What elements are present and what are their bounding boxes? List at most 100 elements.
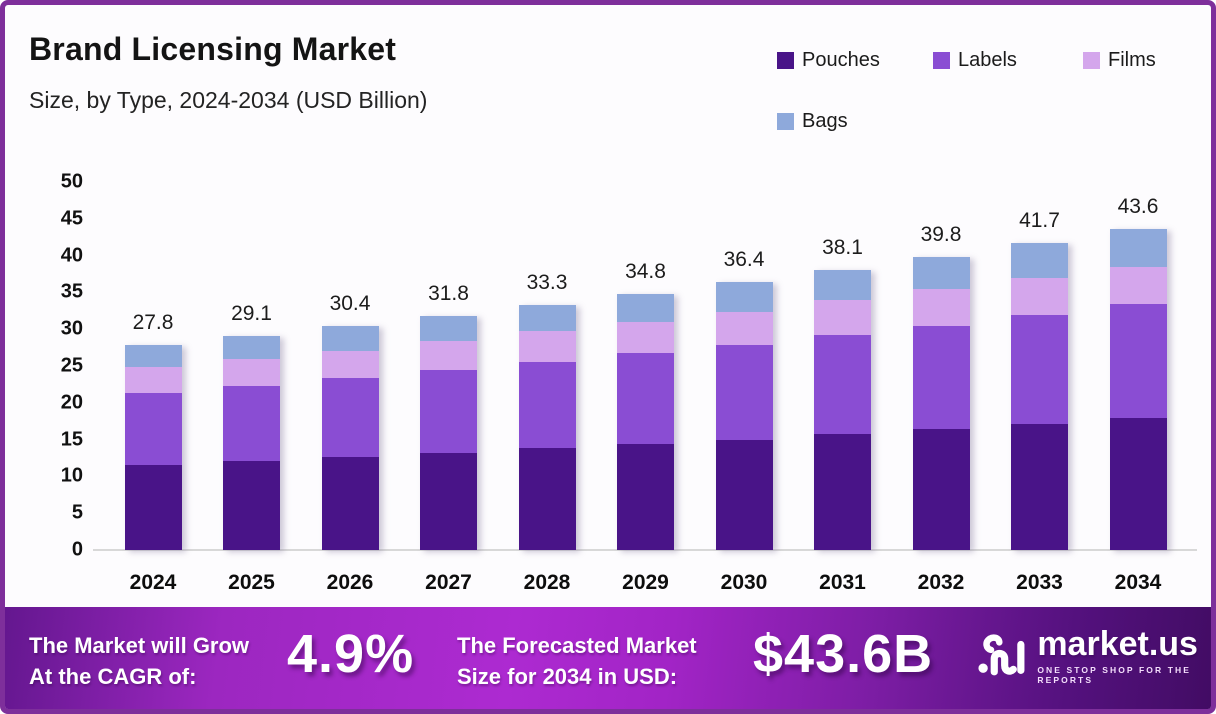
- x-axis-label-2033: 2033: [1016, 571, 1063, 594]
- bar-segment-bags-2028: [518, 304, 576, 332]
- legend-swatch-icon: [777, 113, 794, 130]
- brand-logo: market.us ONE STOP SHOP FOR THE REPORTS: [977, 627, 1211, 685]
- bar-segment-labels-2031: [814, 335, 871, 435]
- bar-segment-bags-2033: [1011, 243, 1068, 279]
- x-axis-label-2032: 2032: [917, 571, 965, 594]
- bar-2032: [912, 257, 970, 550]
- bar-2030: [715, 282, 773, 550]
- bar-segment-bags-2030: [715, 282, 773, 312]
- bar-2033: [1011, 243, 1068, 550]
- bar-2027: [420, 315, 477, 550]
- bar-segment-bags-2026: [321, 326, 379, 351]
- bar-segment-pouches-2025: [223, 460, 280, 550]
- x-axis-label-2024: 2024: [129, 571, 177, 594]
- bar-segment-bags-2032: [912, 257, 970, 290]
- bar-segment-pouches-2033: [1011, 424, 1068, 550]
- bar-segment-films-2034: [1109, 266, 1167, 305]
- bar-total-label-2027: 31.8: [428, 281, 469, 305]
- brand-tagline: ONE STOP SHOP FOR THE REPORTS: [1037, 665, 1192, 685]
- legend-swatch-icon: [1083, 52, 1100, 69]
- bar-segment-films-2032: [912, 289, 970, 326]
- bar-total-label-2030: 36.4: [723, 248, 765, 272]
- forecast-value: $43.6B: [753, 624, 934, 684]
- bar-2028: [518, 304, 576, 550]
- bar-2031: [814, 269, 871, 550]
- legend-swatch-icon: [777, 52, 794, 69]
- page-subtitle: Size, by Type, 2024-2034 (USD Billion): [29, 87, 428, 113]
- bar-segment-pouches-2026: [321, 457, 379, 550]
- chart-legend: Pouches Labels Films Bags: [777, 49, 1197, 133]
- bar-segment-pouches-2027: [420, 452, 477, 550]
- legend-label: Pouches: [802, 49, 880, 71]
- x-axis-label-2028: 2028: [523, 571, 571, 594]
- bar-segment-bags-2031: [814, 269, 871, 301]
- y-axis-tick-label: 50: [60, 170, 83, 193]
- bar-segment-bags-2034: [1109, 229, 1167, 267]
- bar-segment-films-2033: [1011, 278, 1068, 316]
- cagr-label-line1: The Market will Grow: [29, 633, 250, 658]
- bar-segment-films-2024: [124, 366, 182, 394]
- bar-total-label-2032: 39.8: [920, 223, 962, 247]
- bar-segment-bags-2029: [617, 293, 674, 322]
- bar-segment-labels-2025: [223, 385, 280, 461]
- x-axis-label-2025: 2025: [228, 571, 275, 594]
- bar-segment-bags-2027: [420, 315, 477, 341]
- bar-2024: [124, 345, 182, 550]
- bar-total-label-2026: 30.4: [329, 292, 371, 316]
- bar-segment-labels-2024: [124, 393, 182, 465]
- bar-total-label-2033: 41.7: [1019, 209, 1060, 233]
- legend-item-bags: Bags: [777, 110, 933, 133]
- bar-segment-labels-2033: [1011, 315, 1068, 425]
- bar-2026: [321, 326, 379, 550]
- bar-segment-films-2027: [420, 340, 477, 371]
- forecast-label-line1: The Forecasted Market: [457, 633, 697, 658]
- bar-total-label-2025: 29.1: [231, 301, 272, 325]
- bar-segment-bags-2024: [124, 345, 182, 367]
- cagr-label: The Market will Grow At the CAGR of:: [29, 631, 249, 693]
- bar-segment-films-2028: [518, 331, 576, 363]
- bar-2034: [1109, 229, 1167, 550]
- bar-segment-labels-2027: [420, 370, 477, 453]
- bar-total-label-2031: 38.1: [822, 235, 863, 259]
- x-axis-line: [93, 549, 1197, 551]
- y-axis-tick-label: 35: [60, 280, 83, 303]
- bar-segment-labels-2028: [518, 362, 576, 449]
- bar-segment-labels-2029: [617, 353, 674, 444]
- bar-segment-films-2029: [617, 321, 674, 354]
- bar-segment-pouches-2024: [124, 464, 182, 550]
- bar-2029: [617, 293, 674, 550]
- bar-segment-pouches-2030: [715, 439, 773, 550]
- legend-item-pouches: Pouches: [777, 49, 933, 72]
- bar-segment-pouches-2034: [1109, 418, 1167, 550]
- x-axis-label-2030: 2030: [720, 571, 768, 594]
- cagr-label-line2: At the CAGR of:: [29, 663, 197, 689]
- legend-item-films: Films: [1083, 49, 1197, 72]
- x-axis-label-2026: 2026: [326, 571, 374, 594]
- y-axis-tick-label: 10: [60, 464, 83, 487]
- legend-label: Labels: [958, 49, 1017, 71]
- bar-2025: [223, 335, 280, 550]
- y-axis-tick-label: 45: [60, 207, 83, 230]
- bar-segment-labels-2034: [1109, 304, 1167, 419]
- y-axis-tick-label: 25: [60, 354, 83, 377]
- bar-segment-pouches-2029: [617, 443, 674, 550]
- y-axis-tick-label: 15: [60, 428, 83, 451]
- bar-total-label-2028: 33.3: [526, 270, 568, 294]
- bar-segment-labels-2030: [715, 344, 773, 440]
- legend-swatch-icon: [933, 52, 950, 69]
- bar-segment-films-2026: [321, 350, 379, 379]
- legend-item-labels: Labels: [933, 49, 1083, 72]
- y-axis-tick-label: 0: [71, 538, 83, 561]
- y-axis-tick-label: 30: [60, 317, 83, 340]
- bar-segment-films-2025: [223, 358, 280, 386]
- brand-logo-text: market.us ONE STOP SHOP FOR THE REPORTS: [1037, 627, 1211, 685]
- bar-segment-films-2031: [814, 300, 871, 336]
- bar-segment-pouches-2032: [912, 429, 970, 550]
- page-title: Brand Licensing Market: [29, 31, 397, 67]
- forecast-label: The Forecasted Market Size for 2034 in U…: [457, 631, 697, 693]
- bar-segment-pouches-2028: [518, 448, 576, 550]
- x-axis-label-2034: 2034: [1114, 571, 1162, 594]
- cagr-value: 4.9%: [287, 624, 415, 684]
- y-axis-tick-label: 5: [71, 501, 83, 524]
